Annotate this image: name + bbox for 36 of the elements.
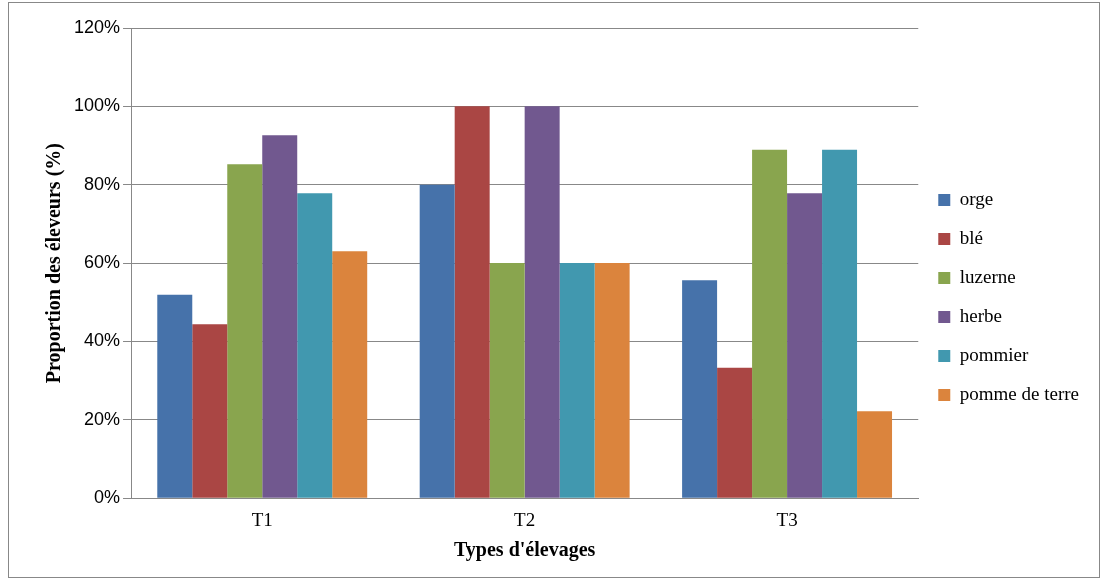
bar	[489, 263, 525, 498]
x-axis-title: Types d'élevages	[454, 538, 596, 562]
bar	[454, 106, 490, 498]
bar	[227, 164, 263, 498]
bar	[192, 324, 228, 498]
legend-label: pommier	[959, 343, 1030, 365]
legend-label: luzerne	[959, 265, 1016, 287]
bar	[262, 135, 298, 498]
y-tick-label: 20%	[84, 408, 121, 429]
x-tick-label: T1	[251, 508, 273, 530]
y-tick-label: 120%	[73, 16, 121, 37]
bar	[559, 263, 595, 498]
y-axis-title: Proportion des éleveurs (%)	[42, 143, 66, 384]
legend-label: blé	[959, 226, 983, 248]
bar	[419, 184, 455, 498]
x-tick-label: T3	[776, 508, 798, 530]
bar	[297, 193, 333, 498]
y-tick-label: 40%	[84, 330, 121, 351]
bar	[682, 280, 718, 498]
bar	[332, 251, 368, 498]
y-tick-label: 0%	[94, 487, 121, 508]
bar	[822, 149, 858, 498]
legend-label: pomme de terre	[959, 382, 1080, 404]
legend-label: herbe	[959, 304, 1002, 326]
bar	[157, 294, 193, 498]
y-tick-label: 60%	[84, 252, 121, 273]
bar	[594, 263, 630, 498]
bar	[752, 149, 788, 498]
y-tick-label: 100%	[73, 95, 121, 116]
bar	[717, 367, 753, 498]
bar	[857, 411, 893, 498]
legend-label: orge	[959, 187, 994, 209]
bar	[787, 193, 823, 498]
y-tick-label: 80%	[84, 173, 121, 194]
x-tick-label: T2	[514, 508, 536, 530]
bar	[524, 106, 560, 498]
